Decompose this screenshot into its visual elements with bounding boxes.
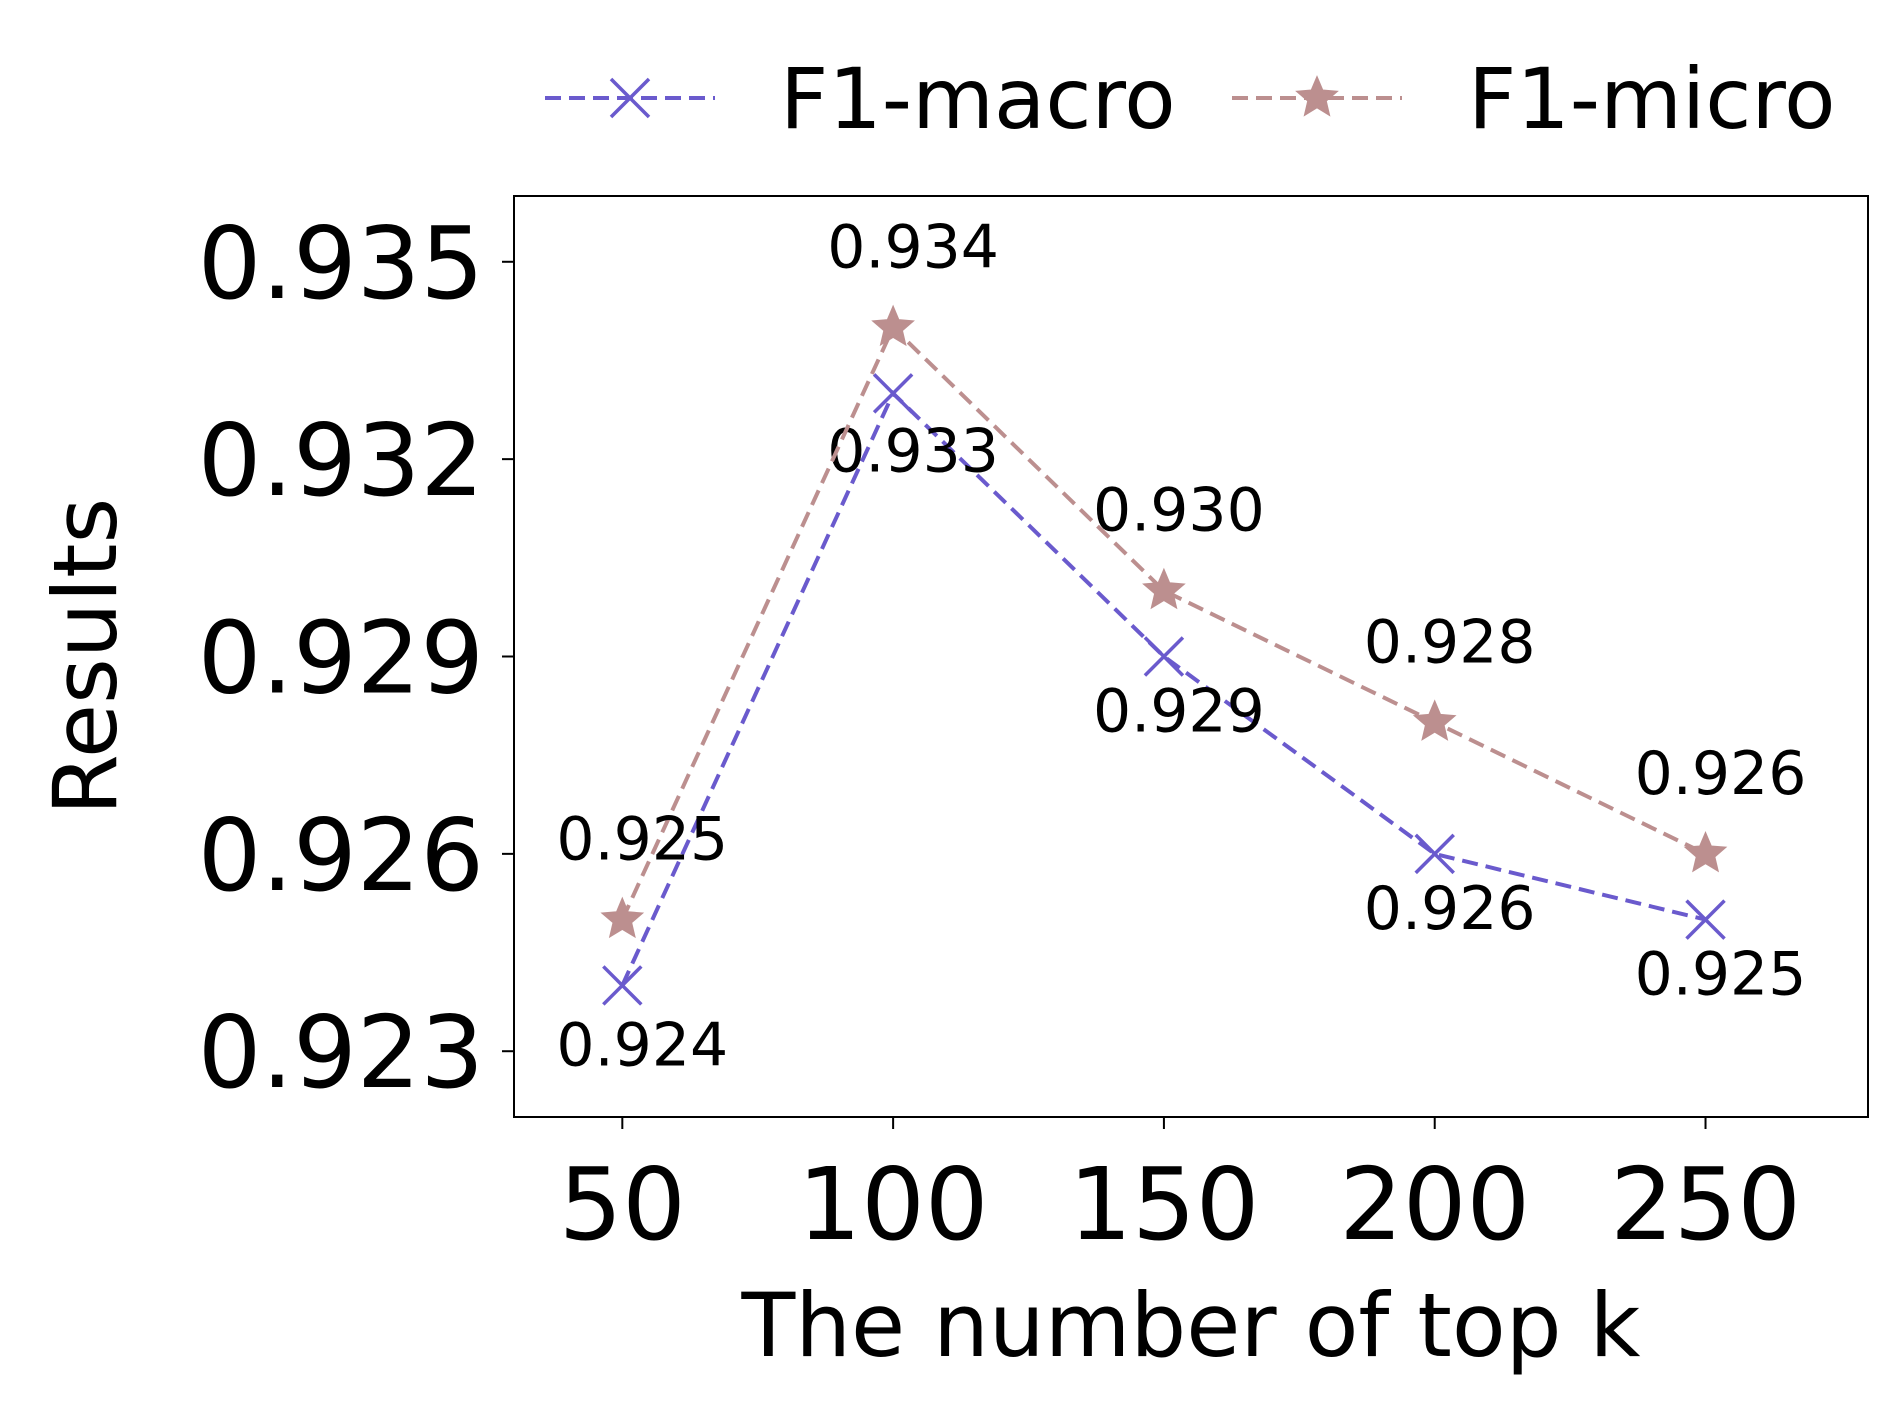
data-label-f1-micro-200: 0.928 <box>1364 607 1536 677</box>
legend-marker-f1-macro <box>609 77 651 119</box>
data-point-f1-macro-250 <box>1685 899 1726 940</box>
data-label-f1-micro-100: 0.934 <box>827 213 999 283</box>
data-label-f1-macro-250: 0.925 <box>1635 940 1807 1010</box>
x-tick-label: 50 <box>559 1146 686 1263</box>
data-point-f1-micro-250 <box>1683 830 1728 873</box>
x-tick-label: 200 <box>1339 1146 1530 1263</box>
data-point-f1-macro-50 <box>602 965 643 1006</box>
data-label-f1-macro-150: 0.929 <box>1093 677 1265 747</box>
legend-marker-f1-macro-shape <box>609 77 651 119</box>
x-axis-label: The number of top k <box>741 1274 1641 1377</box>
series-line-f1-micro <box>620 324 1707 921</box>
legend-marker-f1-micro-shape <box>1295 75 1339 117</box>
data-point-f1-micro-200 <box>1412 699 1457 741</box>
data-label-f1-micro-150: 0.930 <box>1093 476 1265 546</box>
x-tick-label: 250 <box>1610 1146 1801 1263</box>
data-point-f1-micro-50 <box>600 896 645 939</box>
data-label-f1-micro-50: 0.925 <box>556 805 728 875</box>
x-tick-label: 150 <box>1068 1146 1259 1263</box>
plot-area: 0.924 0.933 0.929 0.926 0.925 0.925 0.934 0.930… <box>556 213 1806 1081</box>
data-label-f1-macro-100: 0.933 <box>827 416 999 486</box>
data-point-f1-macro-100 <box>872 373 914 414</box>
data-point-f1-micro-150 <box>1142 567 1186 610</box>
y-tick-label: 0.929 <box>198 600 484 717</box>
data-point-f1-micro-100 <box>871 304 915 347</box>
y-tick-label: 0.935 <box>198 205 484 322</box>
data-label-f1-micro-250: 0.926 <box>1635 739 1807 809</box>
data-point-f1-macro-200 <box>1414 833 1455 875</box>
data-label-f1-macro-50: 0.924 <box>556 1010 728 1080</box>
x-axis: 50 100 150 200 250 <box>559 1117 1801 1263</box>
legend-marker-f1-micro <box>1295 75 1339 117</box>
legend-label-f1-macro: F1-macro <box>780 50 1176 148</box>
series-line-f1-macro <box>620 389 1706 987</box>
data-label-f1-macro-200: 0.926 <box>1364 874 1536 944</box>
legend-label-f1-micro: F1-micro <box>1468 50 1836 148</box>
y-axis-label: Results <box>34 498 137 816</box>
y-tick-label: 0.932 <box>198 402 484 519</box>
y-tick-label: 0.926 <box>198 797 484 914</box>
y-axis: 0.923 0.926 0.929 0.932 0.935 <box>198 205 514 1111</box>
legend: F1-macro F1-micro <box>545 50 1836 148</box>
y-tick-label: 0.923 <box>198 994 484 1111</box>
x-tick-label: 100 <box>798 1146 989 1263</box>
data-point-f1-macro-150 <box>1143 636 1185 677</box>
